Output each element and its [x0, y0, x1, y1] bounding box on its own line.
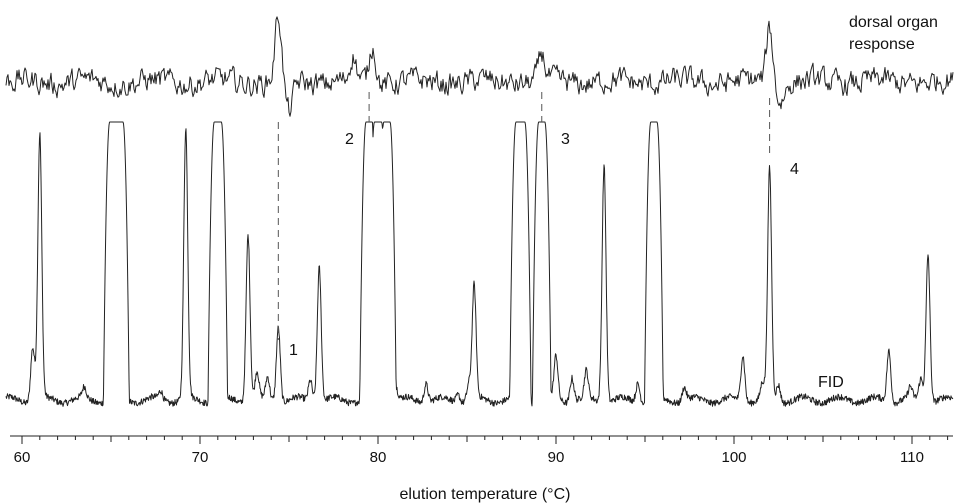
peak-correspondence-lines — [278, 92, 769, 340]
fid-trace — [6, 122, 953, 406]
x-axis-ticks: 60 70 80 90 100 110 — [14, 436, 948, 466]
dorsal-organ-response-trace — [6, 17, 953, 116]
peak-label-1: 1 — [289, 342, 298, 359]
x-tick-label: 60 — [14, 449, 31, 466]
peak-label-4: 4 — [790, 161, 799, 178]
dorsal-trace-label-line-2: response — [849, 36, 915, 53]
peak-label-2: 2 — [345, 131, 354, 148]
dorsal-trace-label-line-1: dorsal organ — [849, 14, 938, 31]
x-axis-label: elution temperature (°C) — [400, 486, 571, 503]
peak-label-3: 3 — [561, 131, 570, 148]
x-tick-label: 110 — [900, 449, 924, 466]
x-tick-label: 100 — [721, 449, 746, 466]
fid-trace-label: FID — [818, 374, 844, 391]
x-tick-label: 70 — [192, 449, 209, 466]
x-tick-label: 80 — [370, 449, 387, 466]
x-tick-label: 90 — [548, 449, 565, 466]
